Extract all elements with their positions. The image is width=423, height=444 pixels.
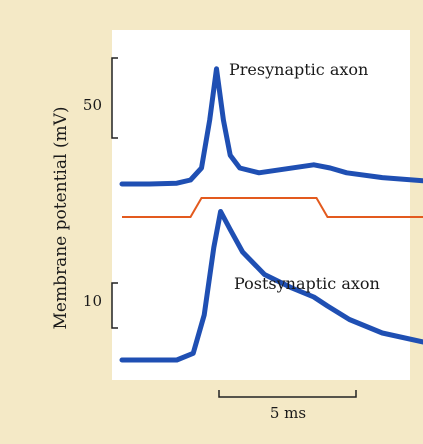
y-axis-label: Membrane potential (mV)	[51, 106, 71, 329]
trace-presynaptic	[119, 66, 423, 187]
scale-bar-5ms	[218, 390, 357, 398]
scale-bar-10mV	[111, 282, 118, 329]
trace-postsynaptic	[119, 209, 423, 363]
scale-bar-50-label: 50	[83, 96, 102, 114]
trace-stimulus-pulse	[122, 197, 423, 218]
time-scale-label: 5 ms	[270, 404, 306, 422]
scale-bar-10-label: 10	[83, 292, 102, 310]
presynaptic-label: Presynaptic axon	[229, 60, 368, 79]
scale-bar-50mV	[111, 57, 118, 139]
postsynaptic-label: Postsynaptic axon	[234, 274, 380, 293]
